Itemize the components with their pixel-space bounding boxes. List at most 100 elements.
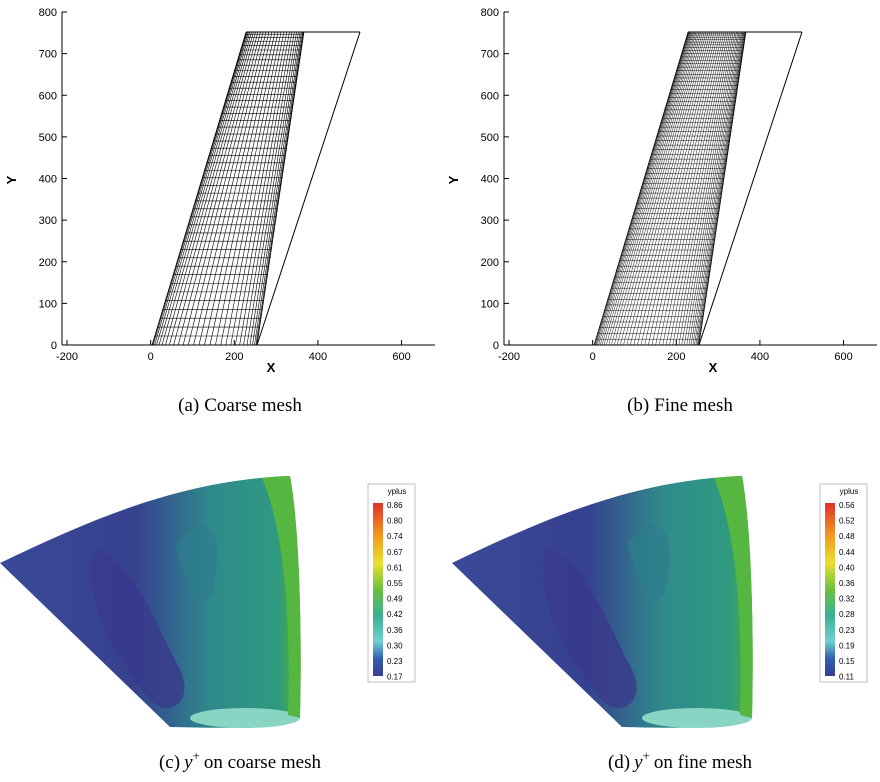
- mesh-line: [658, 31, 725, 346]
- y-tick-label: 800: [39, 7, 57, 19]
- mesh-line: [161, 31, 252, 346]
- y-tick-label: 600: [39, 90, 57, 102]
- caption-text: Fine mesh: [654, 395, 733, 416]
- y-tick-label: 600: [481, 90, 499, 102]
- legend-label: 0.52: [839, 517, 855, 526]
- caption: (a) Coarse mesh: [178, 395, 302, 416]
- mesh-line: [198, 31, 273, 346]
- mesh-line: [249, 31, 301, 346]
- y-tick-label: 800: [481, 7, 499, 19]
- legend-label: 0.17: [387, 673, 403, 682]
- mesh-line: [616, 31, 702, 346]
- tip-edge: [256, 31, 361, 346]
- mesh-line: [220, 31, 285, 346]
- x-tick-label: 600: [392, 351, 410, 363]
- x-tick-label: -200: [56, 351, 78, 363]
- mesh-line: [648, 31, 719, 346]
- legend-label: 0.61: [387, 563, 403, 572]
- legend-label: 0.32: [839, 595, 855, 604]
- mesh-line: [601, 31, 693, 346]
- legend-title: yplus: [388, 487, 407, 496]
- mesh-line: [243, 31, 297, 346]
- tip-region: [190, 708, 300, 728]
- legend-label: 0.56: [839, 501, 855, 510]
- colorbar: [825, 503, 835, 676]
- colorbar: [373, 503, 383, 676]
- caption-symbol: y: [632, 752, 643, 773]
- mesh-line: [644, 31, 717, 346]
- legend-label: 0.42: [387, 610, 403, 619]
- caption: (b) Fine mesh: [627, 395, 733, 416]
- mesh-line: [630, 31, 709, 346]
- mesh-line: [655, 31, 723, 346]
- mesh-line: [254, 31, 303, 346]
- legend-label: 0.23: [387, 657, 403, 666]
- legend-label: 0.48: [839, 532, 855, 541]
- legend-label: 0.36: [839, 579, 855, 588]
- caption-label: (d): [608, 752, 630, 773]
- x-axis-label: X: [267, 360, 276, 375]
- mesh-line: [255, 31, 304, 346]
- mesh-line: [156, 31, 249, 346]
- low-region: [543, 548, 637, 708]
- mesh-line: [669, 31, 730, 346]
- caption-sup: +: [643, 748, 650, 763]
- legend-label: 0.11: [839, 673, 855, 682]
- legend-label: 0.23: [839, 626, 855, 635]
- x-tick-label: -200: [498, 351, 520, 363]
- mid-region: [627, 524, 670, 602]
- x-tick-label: 600: [834, 351, 852, 363]
- mesh-line: [698, 31, 746, 346]
- wing-surface: [452, 476, 753, 728]
- y-tick-label: 700: [39, 49, 57, 61]
- legend-label: 0.40: [839, 563, 855, 572]
- caption-label: (c): [159, 752, 180, 773]
- mesh-line: [596, 31, 690, 346]
- y-tick-label: 500: [481, 132, 499, 144]
- mesh-line: [620, 31, 703, 346]
- y-tick-label: 400: [481, 174, 499, 186]
- y-axis-label: Y: [4, 175, 19, 184]
- mesh-line: [256, 31, 305, 346]
- legend-label: 0.28: [839, 610, 855, 619]
- mesh-line: [681, 31, 737, 346]
- x-tick-label: 200: [225, 351, 243, 363]
- x-tick-label: 400: [309, 351, 327, 363]
- mesh-line: [252, 31, 302, 346]
- mesh-line: [633, 31, 711, 346]
- mesh-line: [696, 31, 746, 346]
- mesh-line: [594, 31, 689, 346]
- mesh-line: [662, 31, 727, 346]
- caption: (d) y+ on fine mesh: [608, 748, 753, 773]
- mesh-line: [204, 31, 276, 346]
- edge-region: [714, 476, 753, 718]
- mesh-line: [193, 31, 270, 346]
- x-tick-label: 0: [590, 351, 596, 363]
- mesh-line: [215, 31, 282, 346]
- mesh-line: [611, 31, 698, 346]
- mesh-line: [209, 31, 279, 346]
- caption-sup: +: [193, 748, 200, 763]
- mesh-line: [606, 31, 696, 346]
- legend-title: yplus: [840, 487, 859, 496]
- mesh-plot: -200 0 200 400 6000100200300400500600700800X…: [4, 7, 435, 375]
- mesh-line: [603, 31, 694, 346]
- mid-region: [175, 524, 218, 602]
- mesh-line: [698, 31, 747, 346]
- y-tick-label: 200: [39, 257, 57, 269]
- x-tick-label: 400: [751, 351, 769, 363]
- wing-surface: [0, 476, 301, 728]
- caption: (c) y+ on coarse mesh: [159, 748, 322, 773]
- mesh: [151, 31, 305, 346]
- tip-region: [642, 708, 752, 728]
- x-tick-label: 200: [667, 351, 685, 363]
- mesh-line: [154, 31, 248, 346]
- caption-text: Coarse mesh: [204, 395, 302, 416]
- mesh-line: [239, 31, 295, 346]
- y-tick-label: 700: [481, 49, 499, 61]
- caption-text: on coarse mesh: [204, 752, 322, 773]
- mesh-line: [637, 31, 713, 346]
- caption-text: on fine mesh: [654, 752, 753, 773]
- mesh-line: [665, 31, 729, 346]
